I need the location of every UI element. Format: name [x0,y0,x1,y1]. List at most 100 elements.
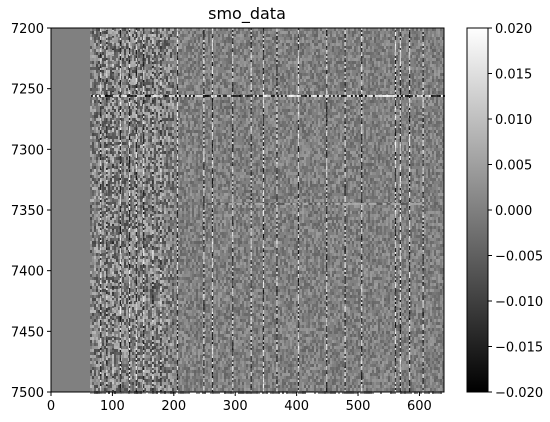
heatmap-cell [170,340,172,343]
heatmap-cell [98,37,100,40]
heatmap-cell [94,307,96,310]
heatmap-cell [164,178,166,181]
heatmap-cell [96,70,98,73]
heatmap-cell [108,232,110,235]
heatmap-cell [114,268,116,271]
heatmap-cell [168,193,170,196]
heatmap-cell [168,34,170,37]
heatmap-cell [118,253,120,256]
heatmap-cell [118,193,120,196]
heatmap-cell [136,28,138,31]
heatmap-cell [168,130,170,133]
heatmap-cell [136,286,138,289]
heatmap-cell [184,67,186,70]
heatmap-cell [108,187,110,190]
heatmap-cell [156,121,158,124]
heatmap-cell [154,205,156,208]
heatmap-cell [90,211,92,214]
heatmap-cell [122,127,124,130]
heatmap-cell [172,292,174,295]
heatmap-cell [180,43,182,46]
heatmap-cell [144,355,146,358]
heatmap-cell [178,91,180,94]
heatmap-cell [174,37,176,40]
heatmap-cell [102,103,104,106]
heatmap-cell [114,316,116,319]
heatmap-cell [136,292,138,295]
heatmap-cell [156,91,158,94]
heatmap-cell [118,109,120,112]
heatmap-cell [138,172,140,175]
heatmap-cell [140,226,142,229]
heatmap-cell [172,310,174,313]
heatmap-cell [156,178,158,181]
heatmap-cell [138,292,140,295]
heatmap-cell [118,382,120,385]
heatmap-cell [98,262,100,265]
heatmap-cell [138,124,140,127]
heatmap-cell [174,46,176,49]
heatmap-cell [182,274,184,277]
heatmap-cell [182,91,184,94]
heatmap-cell [154,160,156,163]
heatmap-cell [132,103,134,106]
heatmap-cell [124,322,126,325]
heatmap-cell [94,376,96,379]
heatmap-cell [108,307,110,310]
heatmap-cell [184,256,186,259]
heatmap-cell [166,88,168,91]
heatmap-cell [122,148,124,151]
heatmap-cell [148,73,150,76]
heatmap-cell [130,199,132,202]
heatmap-cell [154,40,156,43]
heatmap-cell [150,229,152,232]
heatmap-cell [108,91,110,94]
heatmap-cell [178,253,180,256]
heatmap-cell [96,121,98,124]
heatmap-cell [166,151,168,154]
heatmap-cell [150,106,152,109]
heatmap-cell [170,91,172,94]
heatmap-cell [172,370,174,373]
heatmap-cell [114,295,116,298]
heatmap-cell [132,325,134,328]
heatmap-cell [120,379,122,382]
heatmap-cell [136,298,138,301]
heatmap-cell [134,271,136,274]
heatmap-cell [138,64,140,67]
heatmap-cell [164,52,166,55]
heatmap-cell [126,328,128,331]
heatmap-cell [90,187,92,190]
heatmap-cell [126,226,128,229]
heatmap-cell [158,154,160,157]
heatmap-cell [92,130,94,133]
heatmap-cell [110,202,112,205]
heatmap-cell [98,67,100,70]
heatmap-cell [140,28,142,31]
heatmap-cell [104,40,106,43]
heatmap-cell [130,142,132,145]
heatmap-cell [142,139,144,142]
heatmap-cell [146,208,148,211]
heatmap-cell [166,199,168,202]
heatmap-cell [138,328,140,331]
heatmap-cell [172,211,174,214]
heatmap-cell [90,247,92,250]
heatmap-cell [150,232,152,235]
heatmap-cell [124,367,126,370]
heatmap-cell [146,286,148,289]
heatmap-cell [180,382,182,385]
heatmap-cell [110,43,112,46]
heatmap-cell [172,244,174,247]
heatmap-cell [178,154,180,157]
heatmap-cell [158,151,160,154]
heatmap-cell [104,172,106,175]
heatmap-cell [144,358,146,361]
heatmap-cell [122,343,124,346]
heatmap-cell [150,328,152,331]
heatmap-cell [96,31,98,34]
heatmap-cell [140,46,142,49]
heatmap-cell [168,298,170,301]
heatmap-cell [182,100,184,103]
heatmap-cell [170,127,172,130]
